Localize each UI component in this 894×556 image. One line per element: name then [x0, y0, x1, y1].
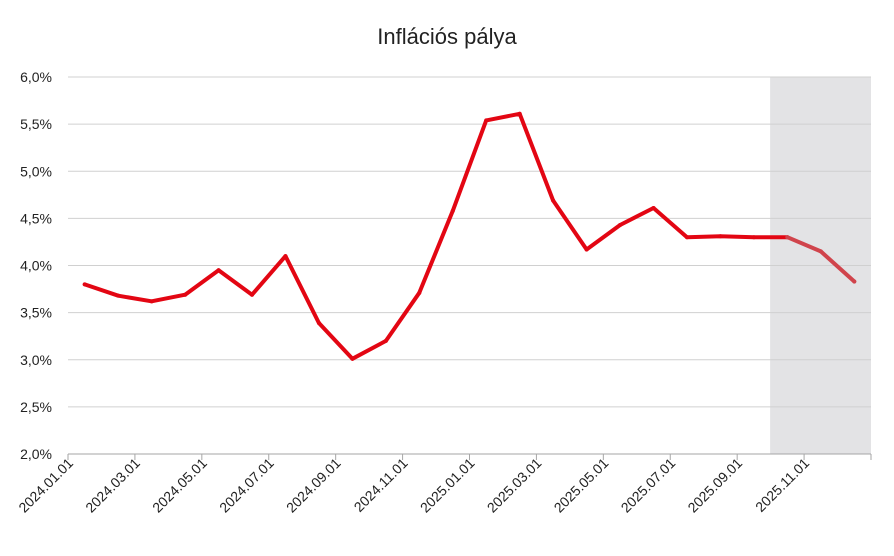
y-tick-label: 6,0%	[20, 69, 52, 85]
x-tick-label: 2024.05.01	[149, 455, 210, 516]
x-tick-label: 2024.01.01	[15, 455, 76, 516]
x-tick-label: 2025.09.01	[684, 455, 745, 516]
x-axis	[67, 453, 872, 460]
data-point	[618, 222, 623, 227]
data-point	[350, 356, 355, 361]
y-tick-label: 4,0%	[20, 258, 52, 274]
x-tick-label: 2025.07.01	[618, 455, 679, 516]
x-tick-label: 2024.03.01	[82, 455, 143, 516]
data-point	[149, 299, 154, 304]
y-tick-label: 2,0%	[20, 446, 52, 462]
data-point	[250, 292, 255, 297]
y-tick-label: 2,5%	[20, 399, 52, 415]
data-point	[417, 290, 422, 295]
data-point	[183, 292, 188, 297]
data-point	[517, 111, 522, 116]
y-tick-label: 4,5%	[20, 210, 52, 226]
inflation-line	[82, 111, 857, 361]
y-tick-label: 3,5%	[20, 305, 52, 321]
x-tick-label: 2025.01.01	[417, 455, 478, 516]
data-point	[383, 338, 388, 343]
data-point	[718, 234, 723, 239]
data-point	[785, 235, 790, 240]
data-point	[651, 206, 656, 211]
y-tick-label: 5,5%	[20, 116, 52, 132]
data-point	[82, 282, 87, 287]
y-axis-ticks: 2,0% 2,5% 3,0% 3,5% 4,0% 4,5% 5,0% 5,5% 6,0%	[20, 69, 52, 462]
data-point	[450, 208, 455, 213]
data-point	[484, 118, 489, 123]
y-tick-label: 5,0%	[20, 163, 52, 179]
data-point	[584, 247, 589, 252]
data-point	[116, 293, 121, 298]
x-tick-label: 2025.05.01	[551, 455, 612, 516]
data-point	[684, 235, 689, 240]
data-point	[818, 249, 823, 254]
data-point	[216, 268, 221, 273]
data-point	[316, 320, 321, 325]
data-point	[852, 279, 857, 284]
x-axis-ticks: 2024.01.01 2024.03.01 2024.05.01 2024.07.01…	[15, 455, 812, 516]
x-tick-label: 2024.11.01	[351, 455, 411, 515]
x-tick-label: 2025.11.01	[752, 455, 812, 515]
gridlines	[68, 76, 871, 408]
y-tick-label: 3,0%	[20, 352, 52, 368]
x-tick-label: 2025.03.01	[484, 455, 545, 516]
x-tick-label: 2024.09.01	[283, 455, 344, 516]
data-point	[751, 235, 756, 240]
chart-title: Inflációs pálya	[377, 24, 517, 49]
series-line-actual	[82, 111, 790, 361]
data-point	[551, 198, 556, 203]
x-tick-label: 2024.07.01	[216, 455, 277, 516]
data-point	[283, 254, 288, 259]
